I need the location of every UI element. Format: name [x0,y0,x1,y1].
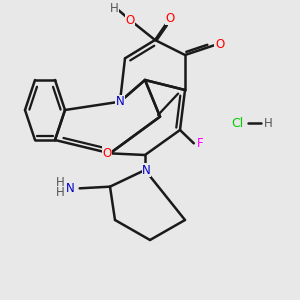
Text: H: H [264,117,273,130]
Text: N: N [116,95,124,108]
Text: H: H [56,186,64,199]
Text: F: F [196,137,203,150]
Text: Cl: Cl [231,117,243,130]
Text: O: O [102,147,112,160]
Text: H: H [110,2,118,15]
Text: O: O [125,14,135,26]
Text: N: N [66,182,75,195]
Text: O: O [165,12,175,25]
Text: H: H [56,176,64,189]
Text: O: O [215,38,224,52]
Text: N: N [142,164,151,176]
